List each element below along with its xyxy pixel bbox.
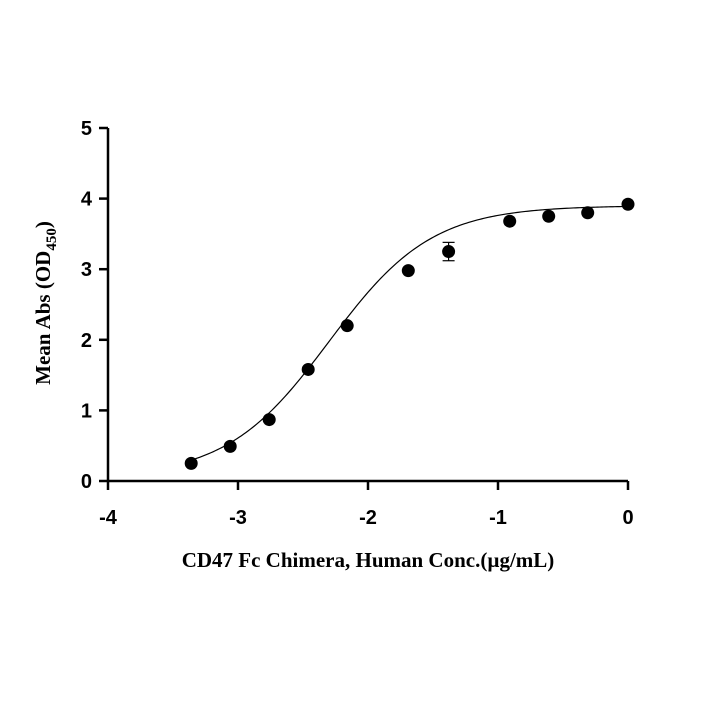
x-tick-label: -3 [229, 507, 247, 529]
y-axis-ticks: 0 1 2 3 4 5 [81, 118, 108, 493]
data-point [340, 319, 354, 333]
x-tick-label: -2 [359, 507, 377, 529]
x-tick-label: -4 [99, 507, 118, 529]
data-point [621, 197, 635, 211]
y-axis-title-subscript: 450 [44, 228, 60, 251]
data-point [301, 362, 315, 376]
plot-area [184, 197, 635, 470]
data-point [503, 214, 517, 228]
y-axis-title-suffix: ) [31, 221, 55, 228]
y-tick-label: 5 [81, 118, 92, 140]
data-point [401, 264, 415, 278]
data-point [184, 456, 198, 470]
axes: 0 1 2 3 4 5 -4 -3 -2 -1 0 [81, 118, 634, 529]
data-point [581, 206, 595, 220]
y-axis-title-main: Mean Abs (OD [31, 251, 55, 385]
y-tick-label: 3 [81, 259, 92, 281]
data-point [223, 439, 237, 453]
y-tick-label: 0 [81, 471, 92, 493]
y-tick-label: 2 [81, 330, 92, 352]
x-axis-ticks: -4 -3 -2 -1 0 [99, 481, 634, 529]
fit-curve [191, 205, 629, 461]
data-point [542, 209, 556, 223]
data-points [184, 197, 635, 470]
y-tick-label: 1 [81, 400, 92, 422]
data-point [442, 245, 456, 259]
x-tick-label: 0 [622, 507, 633, 529]
y-axis-title: Mean Abs (OD450) [31, 221, 60, 385]
x-tick-label: -1 [489, 507, 507, 529]
y-tick-label: 4 [81, 189, 93, 211]
data-point [262, 413, 276, 427]
x-axis-title: CD47 Fc Chimera, Human Conc.(µg/mL) [182, 548, 555, 572]
